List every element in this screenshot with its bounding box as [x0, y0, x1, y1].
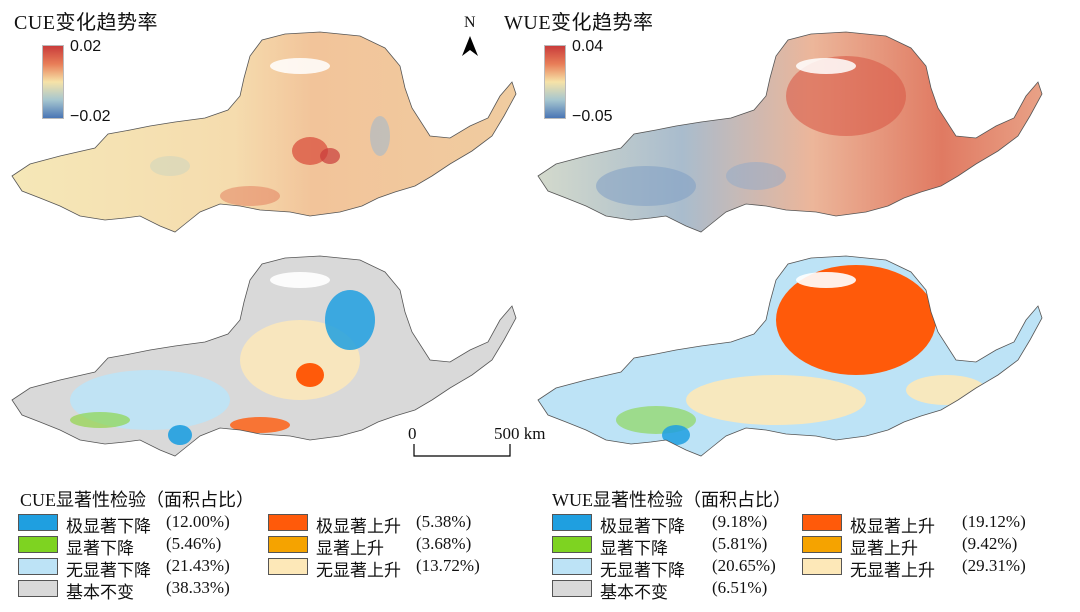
legend-percentage: (29.31%): [962, 556, 1026, 575]
legend-percentage: (3.68%): [416, 534, 472, 553]
legend-percentage: (12.00%): [166, 512, 230, 531]
legend-swatch: [18, 580, 58, 597]
legend-label: 无显著上升: [850, 561, 935, 580]
wue-colorbar-max: 0.04: [572, 38, 604, 55]
wue-significance-map: [537, 255, 1043, 457]
legend-swatch: [802, 536, 842, 553]
scale-bar-start: 0: [408, 424, 417, 443]
legend-label: 显著上升: [316, 539, 384, 558]
cue-trend-title: CUE变化趋势率: [14, 12, 158, 34]
legend-swatch: [18, 514, 58, 531]
cue-significance-map: [11, 255, 517, 457]
legend-swatch: [552, 536, 592, 553]
legend-label: 极显著下降: [600, 517, 685, 536]
cue-colorbar-max: 0.02: [70, 38, 102, 55]
legend-percentage: (6.51%): [712, 578, 768, 597]
legend-percentage: (9.18%): [712, 512, 768, 531]
wue-trend-map: [537, 31, 1043, 233]
cue-colorbar-min: −0.02: [70, 108, 111, 125]
legend-swatch: [268, 514, 308, 531]
legend-label: 基本不变: [600, 583, 668, 602]
legend-swatch: [552, 580, 592, 597]
cue-colorbar: [42, 45, 64, 119]
legend-percentage: (5.81%): [712, 534, 768, 553]
legend-percentage: (20.65%): [712, 556, 776, 575]
wue-legend-title: WUE显著性检验（面积占比）: [552, 490, 791, 510]
legend-label: 显著下降: [66, 539, 134, 558]
legend-swatch: [268, 558, 308, 575]
legend-swatch: [802, 514, 842, 531]
scale-bar-end: 500 km: [494, 424, 546, 443]
legend-percentage: (9.42%): [962, 534, 1018, 553]
wue-trend-title: WUE变化趋势率: [504, 12, 654, 34]
legend-label: 无显著上升: [316, 561, 401, 580]
legend-percentage: (13.72%): [416, 556, 480, 575]
legend-label: 极显著上升: [850, 517, 935, 536]
legend-percentage: (21.43%): [166, 556, 230, 575]
cue-trend-map: [11, 31, 517, 233]
legend-label: 显著上升: [850, 539, 918, 558]
legend-swatch: [18, 536, 58, 553]
legend-label: 显著下降: [600, 539, 668, 558]
legend-swatch: [552, 558, 592, 575]
wue-colorbar-min: −0.05: [572, 108, 613, 125]
legend-label: 无显著下降: [600, 561, 685, 580]
wue-colorbar: [544, 45, 566, 119]
legend-percentage: (5.38%): [416, 512, 472, 531]
legend-label: 极显著下降: [66, 517, 151, 536]
legend-swatch: [268, 536, 308, 553]
legend-swatch: [552, 514, 592, 531]
cue-legend-title: CUE显著性检验（面积占比）: [20, 490, 254, 510]
north-arrow: N: [458, 14, 482, 60]
north-arrow-label: N: [464, 14, 476, 31]
legend-swatch: [802, 558, 842, 575]
north-arrow-icon: [462, 36, 478, 56]
legend-label: 极显著上升: [316, 517, 401, 536]
scale-bar: 0 500 km: [408, 422, 580, 462]
legend-percentage: (38.33%): [166, 578, 230, 597]
scale-bar-line: [413, 444, 511, 457]
legend-percentage: (5.46%): [166, 534, 222, 553]
legend-label: 无显著下降: [66, 561, 151, 580]
legend-swatch: [18, 558, 58, 575]
legend-percentage: (19.12%): [962, 512, 1026, 531]
legend-label: 基本不变: [66, 583, 134, 602]
